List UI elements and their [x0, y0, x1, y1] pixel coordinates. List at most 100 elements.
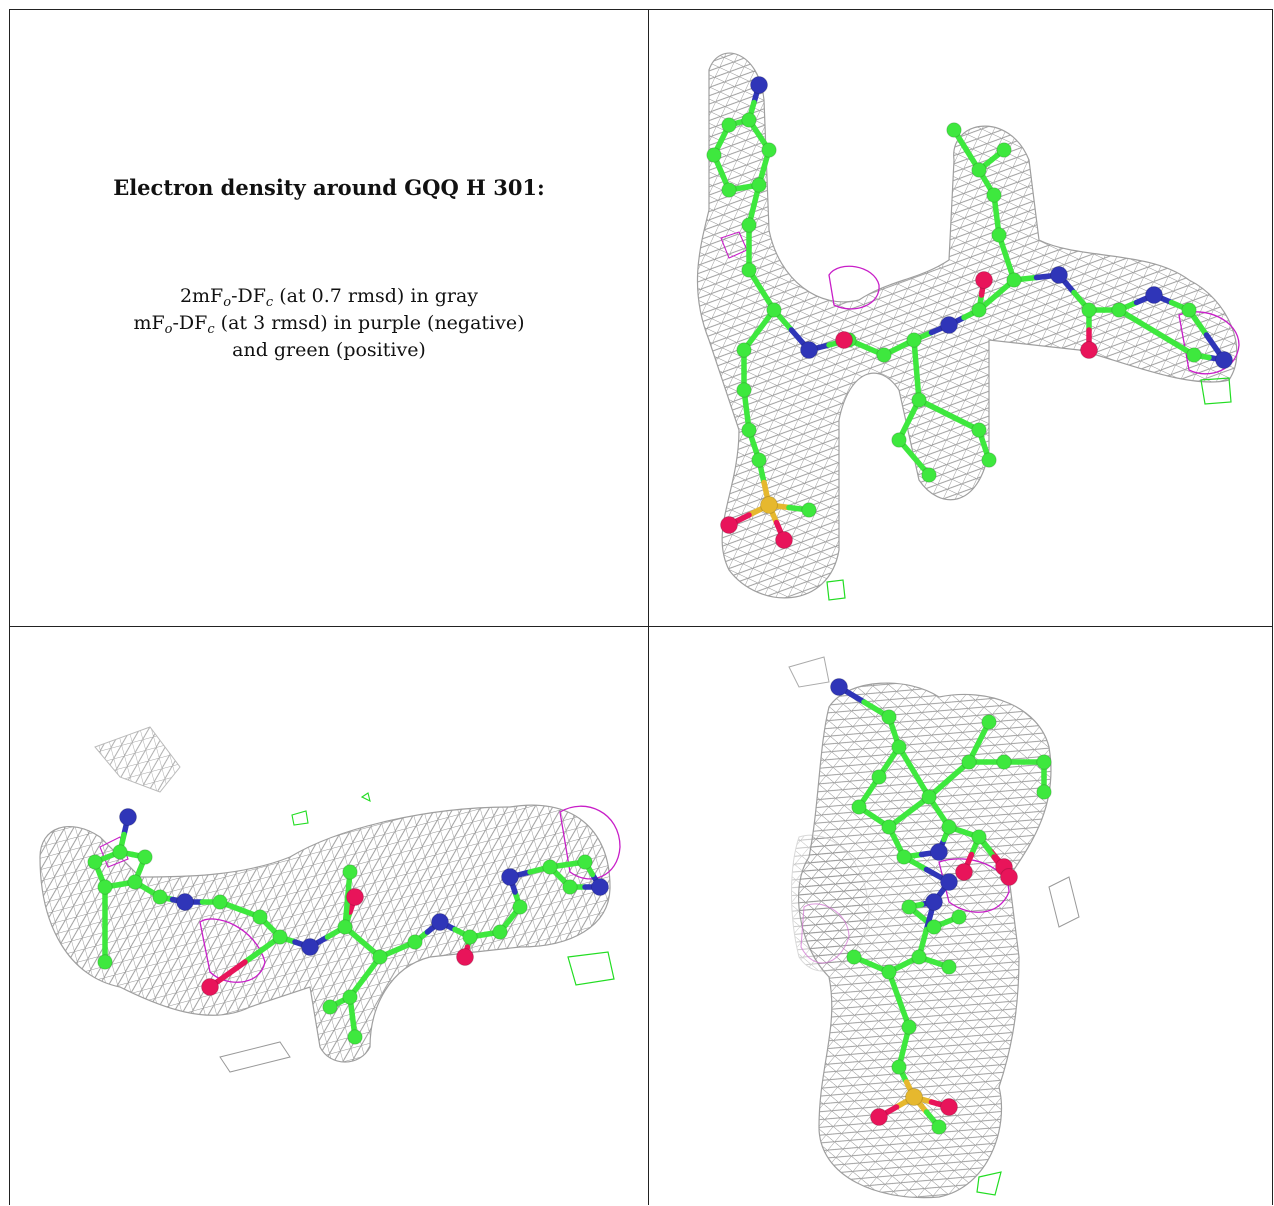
carbon-atom	[342, 864, 358, 880]
carbon-atom	[721, 182, 737, 198]
positive-density-mesh	[360, 792, 371, 803]
oxygen-atom	[456, 948, 474, 966]
density-fragment	[219, 1041, 291, 1073]
nitrogen-atom	[1050, 266, 1068, 284]
nitrogen-atom	[940, 873, 958, 891]
carbon-atom	[372, 949, 388, 965]
oxygen-atom	[1000, 868, 1018, 886]
carbon-atom	[1181, 302, 1197, 318]
carbon-atom	[347, 1029, 363, 1045]
nitrogen-atom	[800, 341, 818, 359]
carbon-atom	[736, 342, 752, 358]
carbon-atom	[971, 422, 987, 438]
nitrogen-atom	[176, 893, 194, 911]
carbon-atom	[971, 302, 987, 318]
oxygen-atom	[940, 1098, 958, 1116]
carbon-atom	[941, 959, 957, 975]
nitrogen-atom	[930, 843, 948, 861]
carbon-atom	[991, 227, 1007, 243]
carbon-atom	[981, 452, 997, 468]
nitrogen-atom	[301, 938, 319, 956]
carbon-atom	[931, 1119, 947, 1135]
negative-density-mesh	[1178, 311, 1240, 375]
carbon-atom	[846, 949, 862, 965]
carbon-atom	[911, 949, 927, 965]
carbon-atom	[1036, 754, 1052, 770]
carbon-atom	[881, 819, 897, 835]
bond	[1153, 329, 1197, 358]
oxygen-atom	[1080, 341, 1098, 359]
positive-density-mesh	[291, 810, 309, 826]
sulfur-atom	[760, 496, 778, 514]
carbon-atom	[407, 934, 423, 950]
legend-line-2fo-dfc: 2mFo-DFc (at 0.7 rmsd) in gray	[179, 285, 479, 310]
negative-density-mesh	[800, 903, 850, 964]
carbon-atom	[1186, 347, 1202, 363]
bond	[1116, 307, 1160, 336]
carbon-atom	[801, 502, 817, 518]
carbon-atom	[951, 909, 967, 925]
ligand-atoms	[87, 808, 609, 1045]
carbon-atom	[127, 874, 143, 890]
carbon-atom	[272, 929, 288, 945]
carbon-atom	[971, 162, 987, 178]
ligand-atoms	[706, 76, 1233, 549]
carbon-atom	[961, 754, 977, 770]
density-view-2	[9, 627, 649, 1205]
carbon-atom	[971, 829, 987, 845]
carbon-atom	[512, 899, 528, 915]
carbon-atom	[212, 894, 228, 910]
nitrogen-atom	[925, 893, 943, 911]
nitrogen-atom	[119, 808, 137, 826]
carbon-atom	[152, 889, 168, 905]
density-fragment	[1048, 876, 1080, 928]
oxygen-atom	[955, 863, 973, 881]
carbon-atom	[766, 302, 782, 318]
carbon-atom	[741, 262, 757, 278]
carbon-atom	[871, 769, 887, 785]
density-render-1	[696, 52, 1240, 601]
density-mesh	[39, 804, 611, 1063]
carbon-atom	[996, 142, 1012, 158]
carbon-atom	[926, 919, 942, 935]
oxygen-atom	[775, 531, 793, 549]
carbon-atom	[252, 909, 268, 925]
carbon-atom	[851, 799, 867, 815]
positive-density-mesh	[567, 951, 615, 986]
carbon-atom	[342, 989, 358, 1005]
oxygen-atom	[870, 1108, 888, 1126]
nitrogen-atom	[1215, 351, 1233, 369]
positive-density-mesh	[1200, 377, 1232, 405]
carbon-atom	[706, 147, 722, 163]
carbon-atom	[941, 819, 957, 835]
carbon-atom	[562, 879, 578, 895]
density-render-2	[39, 726, 621, 1073]
carbon-atom	[542, 859, 558, 875]
carbon-atom	[87, 854, 103, 870]
oxygen-atom	[346, 888, 364, 906]
nitrogen-atom	[830, 678, 848, 696]
carbon-atom	[741, 217, 757, 233]
carbon-atom	[1081, 302, 1097, 318]
sulfur-atom	[905, 1088, 923, 1106]
carbon-atom	[97, 954, 113, 970]
ligand-atoms	[830, 678, 1052, 1135]
carbon-atom	[921, 467, 937, 483]
carbon-atom	[1006, 272, 1022, 288]
carbon-atom	[751, 452, 767, 468]
carbon-atom	[741, 422, 757, 438]
density-mesh	[696, 52, 1238, 599]
nitrogen-atom	[940, 316, 958, 334]
negative-density-mesh	[559, 805, 621, 880]
nitrogen-atom	[501, 868, 519, 886]
nitrogen-atom	[431, 913, 449, 931]
density-view-1	[649, 9, 1273, 627]
carbon-atom	[901, 1019, 917, 1035]
carbon-atom	[761, 142, 777, 158]
caption-title: Electron density around GQQ H 301:	[113, 175, 545, 200]
carbon-atom	[891, 432, 907, 448]
carbon-atom	[337, 919, 353, 935]
oxygen-atom	[201, 978, 219, 996]
carbon-atom	[896, 849, 912, 865]
carbon-atom	[97, 879, 113, 895]
